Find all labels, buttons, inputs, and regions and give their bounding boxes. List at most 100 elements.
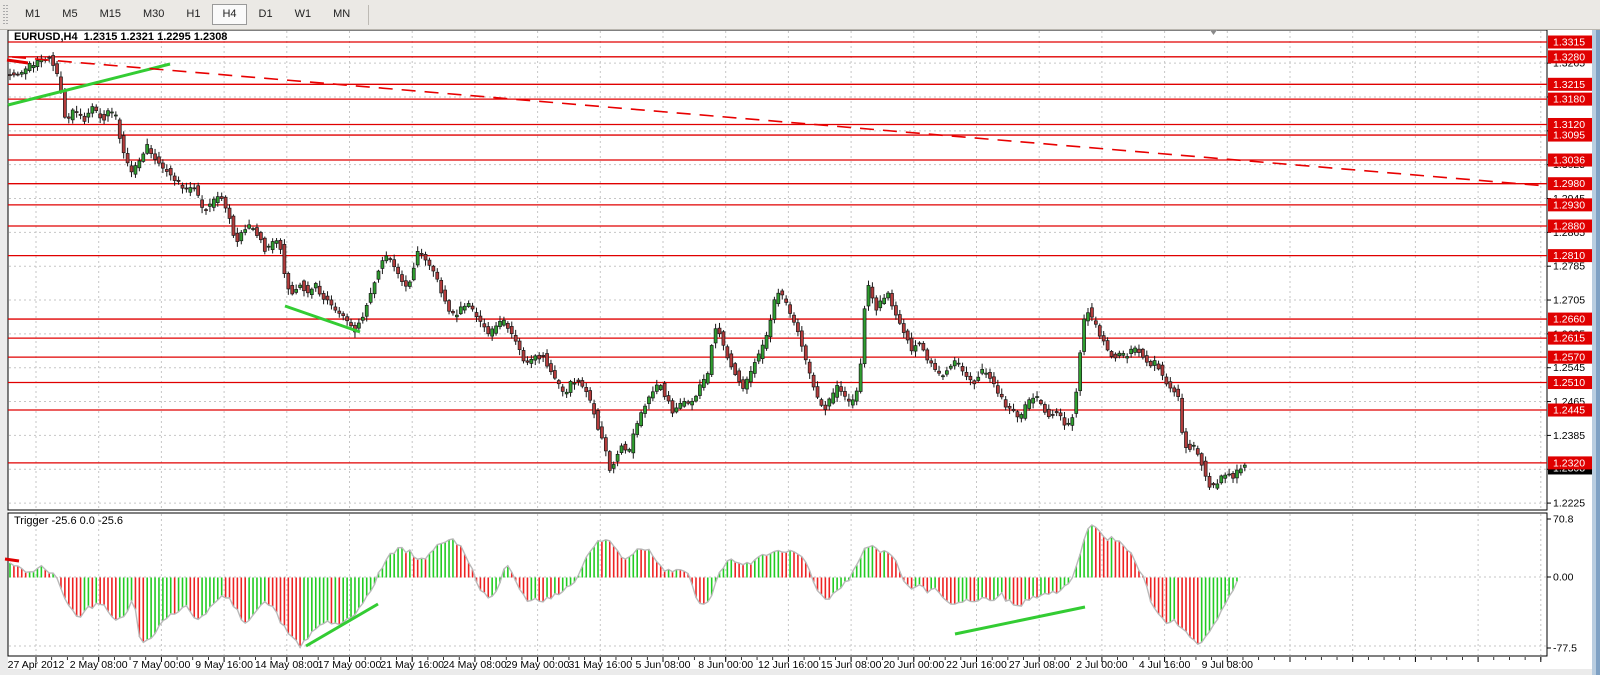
candle — [713, 328, 718, 344]
svg-text:1.2660: 1.2660 — [1553, 314, 1585, 326]
candle — [933, 362, 937, 370]
candle — [470, 305, 475, 310]
candle — [948, 365, 953, 369]
chart-shift-marker-icon[interactable] — [1210, 30, 1217, 35]
candle — [200, 199, 204, 208]
tf-button-H4[interactable]: H4 — [212, 4, 247, 25]
candle — [635, 423, 640, 435]
candle — [639, 412, 643, 427]
candle — [1093, 320, 1098, 325]
sr-price-label — [1548, 350, 1595, 364]
candle — [560, 386, 565, 392]
candle — [110, 111, 114, 114]
candle — [729, 353, 734, 368]
candle — [553, 370, 557, 379]
time-axis-label: 22 Jun 16:00 — [946, 659, 1007, 671]
candle — [874, 297, 879, 311]
candle — [1203, 460, 1208, 477]
candle — [368, 293, 373, 303]
candle — [270, 241, 275, 251]
tf-button-M30[interactable]: M30 — [142, 8, 165, 20]
red-segment-1[interactable] — [6, 58, 29, 65]
tf-button-M5[interactable]: M5 — [62, 8, 78, 20]
candle — [1007, 405, 1012, 409]
candle — [619, 445, 624, 453]
svg-text:1.2810: 1.2810 — [1553, 250, 1585, 262]
candle — [1199, 453, 1204, 466]
candle — [600, 426, 604, 439]
candle — [827, 398, 832, 407]
red-dashed-downtrend-line[interactable] — [11, 56, 1547, 187]
candle — [392, 259, 397, 268]
candle — [400, 274, 404, 282]
candle — [658, 385, 663, 390]
candle — [388, 258, 393, 260]
candle — [325, 295, 330, 301]
candle — [113, 114, 118, 117]
oscillator-histogram — [9, 524, 1238, 649]
candle — [850, 399, 855, 406]
candle — [458, 306, 463, 315]
candle — [121, 135, 126, 154]
sr-price-label — [1548, 376, 1595, 390]
candle — [768, 319, 773, 338]
candle — [239, 232, 244, 242]
tf-button-M1[interactable]: M1 — [25, 8, 41, 20]
candle — [294, 289, 299, 293]
tf-button-M15[interactable]: M15 — [99, 8, 121, 20]
candle — [176, 179, 181, 182]
green-trendline-indicator-1[interactable] — [305, 602, 379, 648]
svg-text:1.2510: 1.2510 — [1553, 377, 1585, 389]
tf-button-D1[interactable]: D1 — [258, 8, 273, 20]
candle — [419, 253, 424, 255]
candle — [1121, 353, 1126, 356]
time-axis-label: 27 Jun 08:00 — [1009, 659, 1070, 671]
candle — [98, 113, 103, 119]
price-pane — [7, 29, 1548, 511]
candle — [662, 382, 667, 397]
candle — [1172, 387, 1177, 393]
candle — [149, 148, 153, 154]
candle — [55, 63, 59, 75]
candle — [1043, 404, 1047, 413]
candle — [74, 111, 79, 113]
candle — [1070, 417, 1075, 426]
red-segment-2[interactable] — [4, 557, 20, 563]
candle — [1023, 404, 1028, 419]
candle — [341, 313, 346, 316]
candle — [701, 378, 706, 388]
tf-button-H1[interactable]: H1 — [186, 8, 201, 20]
svg-text:1.3280: 1.3280 — [1553, 51, 1585, 63]
candle — [317, 285, 322, 295]
candle — [772, 299, 777, 320]
candle — [886, 292, 890, 299]
indicator-title: Trigger -25.6 0.0 -25.6 — [14, 515, 124, 527]
candle — [208, 203, 212, 207]
svg-text:1.2880: 1.2880 — [1553, 221, 1585, 233]
candle — [556, 380, 561, 385]
candle — [705, 373, 710, 384]
candle — [321, 293, 326, 300]
green-trendline-main-1[interactable] — [7, 62, 171, 107]
sr-price-label — [1548, 331, 1595, 345]
candle — [541, 355, 545, 357]
green-trendline-indicator-2[interactable] — [954, 605, 1086, 636]
candle — [1046, 408, 1051, 418]
candle — [745, 378, 749, 390]
candle — [788, 304, 792, 314]
candle — [19, 72, 24, 75]
candle — [576, 379, 581, 382]
grid-lines — [9, 31, 1546, 655]
candle — [521, 350, 526, 362]
sr-price-label — [1548, 50, 1595, 64]
toolbar-grip-icon[interactable] — [3, 4, 8, 25]
time-axis-label: 2 Jul 00:00 — [1076, 659, 1128, 671]
candle — [992, 376, 996, 385]
tf-button-MN[interactable]: MN — [333, 8, 351, 20]
candle — [407, 281, 412, 287]
candle — [329, 299, 334, 306]
green-trendline-main-2[interactable] — [284, 304, 361, 334]
window-right-edge[interactable] — [1592, 0, 1596, 675]
candle — [427, 259, 432, 266]
tf-button-W1[interactable]: W1 — [294, 8, 312, 20]
